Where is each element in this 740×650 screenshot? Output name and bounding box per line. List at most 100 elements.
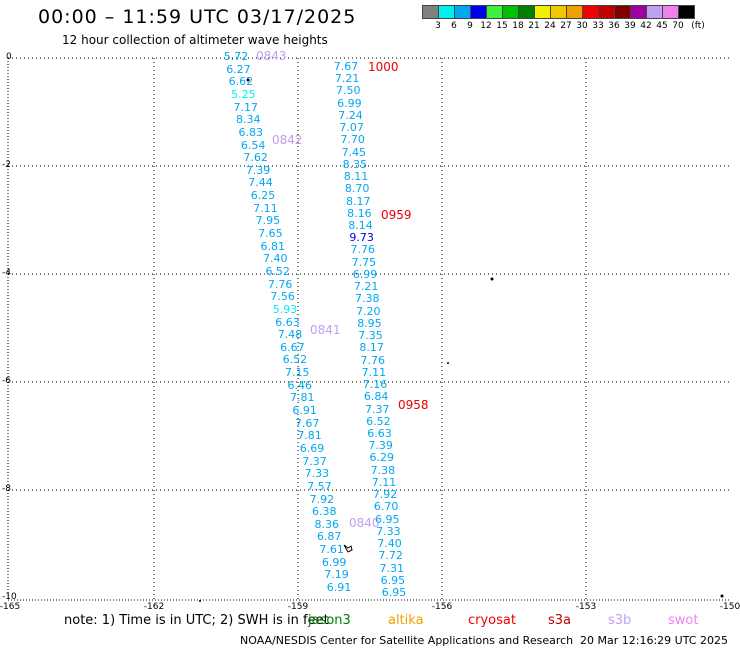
y-tick-label: -8	[2, 484, 11, 494]
wave-height-value: 6.95	[380, 573, 406, 587]
chart-subtitle: 12 hour collection of altimeter wave hei…	[62, 33, 328, 47]
wave-height-value: 7.76	[350, 243, 375, 257]
wave-height-value: 6.38	[312, 505, 337, 519]
scale-label: 45	[656, 21, 668, 31]
legend-item-altika: altika	[388, 613, 424, 628]
scale-label: 15	[496, 21, 508, 31]
wave-height-value: 6.81	[260, 239, 286, 253]
wave-height-value: 6.83	[238, 125, 263, 139]
wave-height-value: 8.17	[359, 341, 384, 355]
scale-label: (ft)	[691, 21, 705, 31]
scale-label: 36	[608, 21, 620, 31]
note-text: note: 1) Time is in UTC; 2) SWH is in fe…	[64, 613, 329, 628]
wave-height-value: 7.07	[339, 121, 364, 135]
wave-height-value: 7.44	[248, 176, 273, 190]
wave-height-value: 8.34	[236, 113, 261, 127]
scale-label: 70	[672, 21, 684, 31]
wave-height-value: 6.27	[226, 62, 251, 76]
scale-label: 21	[528, 21, 540, 31]
wave-height-value: 6.70	[373, 500, 399, 514]
scale-label: 39	[624, 21, 636, 31]
wave-height-color-scale: 3 6 9 12 15 18 21 24 27 30 33 36 39 42 45 70 (ft)	[422, 5, 705, 31]
wave-height-value: 7.62	[243, 151, 268, 165]
chart-title: 00:00 – 11:59 UTC 03/17/2025	[38, 6, 357, 28]
wave-height-value: 7.19	[324, 568, 349, 582]
wave-height-value: 7.35	[358, 329, 383, 343]
scale-label: 30	[576, 21, 588, 31]
legend-item-swot: swot	[668, 613, 699, 628]
wave-height-value: 8.16	[347, 206, 372, 220]
scale-label: 6	[451, 21, 457, 31]
wave-height-value: 6.99	[337, 96, 362, 110]
wave-height-value: 9.73	[349, 231, 374, 245]
wave-height-value: 6.52	[366, 414, 391, 428]
pass-time-label: 0840	[349, 516, 380, 530]
wave-height-value: 7.39	[368, 439, 393, 453]
x-tick-label: -159	[287, 602, 309, 612]
legend-item-jason3: jason3	[308, 613, 351, 628]
scale-label: 27	[560, 21, 572, 31]
wave-height-value: 7.39	[245, 163, 271, 177]
wave-height-value: 7.40	[377, 537, 402, 551]
pass-time-label: 0842	[272, 133, 303, 147]
scale-label: 18	[512, 21, 524, 31]
wave-height-value: 6.63	[275, 315, 300, 329]
wave-height-value: 6.84	[363, 390, 389, 404]
wave-height-value: 7.65	[258, 227, 283, 240]
wave-height-value: 6.91	[326, 581, 352, 594]
x-tick-label: -162	[143, 602, 165, 612]
wave-height-value: 5.72	[223, 50, 249, 63]
wave-height-value: 6.62	[228, 75, 254, 89]
wave-height-value: 5.25	[231, 87, 256, 101]
wave-height-value: 7.11	[371, 475, 397, 489]
footer-credit: NOAA/NESDIS Center for Satellite Applica…	[240, 634, 574, 647]
scale-label: 33	[592, 21, 604, 31]
wave-height-value: 7.92	[309, 492, 335, 506]
wave-height-value: 6.25	[250, 189, 276, 203]
wave-height-value: 7.75	[351, 255, 377, 269]
wave-height-value: 6.46	[287, 378, 313, 392]
y-tick-label: -6	[2, 376, 11, 386]
wave-height-value: 8.11	[343, 170, 369, 184]
pass-time-label: 0843	[256, 49, 287, 63]
wave-height-value: 7.95	[255, 214, 281, 228]
wave-height-value: 6.52	[265, 264, 290, 278]
wave-height-value: 7.31	[379, 561, 405, 575]
color-scale-labels: 3 6 9 12 15 18 21 24 27 30 33 36 39 42 45 70 (ft)	[422, 21, 740, 33]
wave-height-value: 6.99	[352, 267, 378, 281]
wave-height-value: 6.95	[381, 586, 407, 599]
wave-height-value: 8.35	[342, 157, 368, 171]
wave-height-value: 7.38	[354, 292, 380, 306]
wave-height-value: 7.11	[361, 365, 387, 379]
wave-height-value: 6.67	[280, 340, 305, 354]
x-tick-label: -156	[431, 602, 453, 612]
wave-height-value: 6.99	[321, 555, 347, 569]
wave-height-value: 7.33	[376, 524, 401, 538]
wave-height-value: 7.56	[270, 290, 295, 304]
wave-height-value: 7.21	[334, 72, 360, 86]
pass-time-label: 0841	[310, 323, 341, 337]
wave-height-value: 8.70	[344, 182, 370, 196]
pass-time-label: 0958	[398, 398, 429, 412]
legend-item-s3a: s3a	[548, 613, 572, 628]
y-tick-label: -2	[2, 160, 11, 170]
wave-height-value: 7.15	[285, 366, 310, 380]
wave-height-value: 6.54	[240, 138, 266, 152]
y-tick-label: 0	[6, 52, 12, 62]
x-tick-label: -150	[719, 602, 740, 612]
wave-height-value: 7.92	[372, 488, 398, 502]
legend-item-cryosat: cryosat	[468, 613, 516, 628]
island-marks	[199, 78, 724, 602]
x-tick-label: -153	[575, 602, 597, 612]
wave-height-value: 7.37	[365, 402, 390, 416]
wave-height-value: 7.16	[362, 378, 388, 392]
wave-height-value: 6.69	[299, 441, 325, 455]
wave-height-value: 7.11	[253, 201, 278, 215]
wave-height-value: 7.40	[262, 252, 288, 266]
wave-height-value: 7.20	[356, 304, 381, 318]
wave-height-value: 7.17	[233, 100, 259, 114]
wave-height-value: 8.95	[357, 316, 382, 330]
wave-height-value: 7.48	[277, 328, 303, 342]
wave-height-value: 6.95	[375, 512, 400, 526]
scale-label: 24	[544, 21, 556, 31]
